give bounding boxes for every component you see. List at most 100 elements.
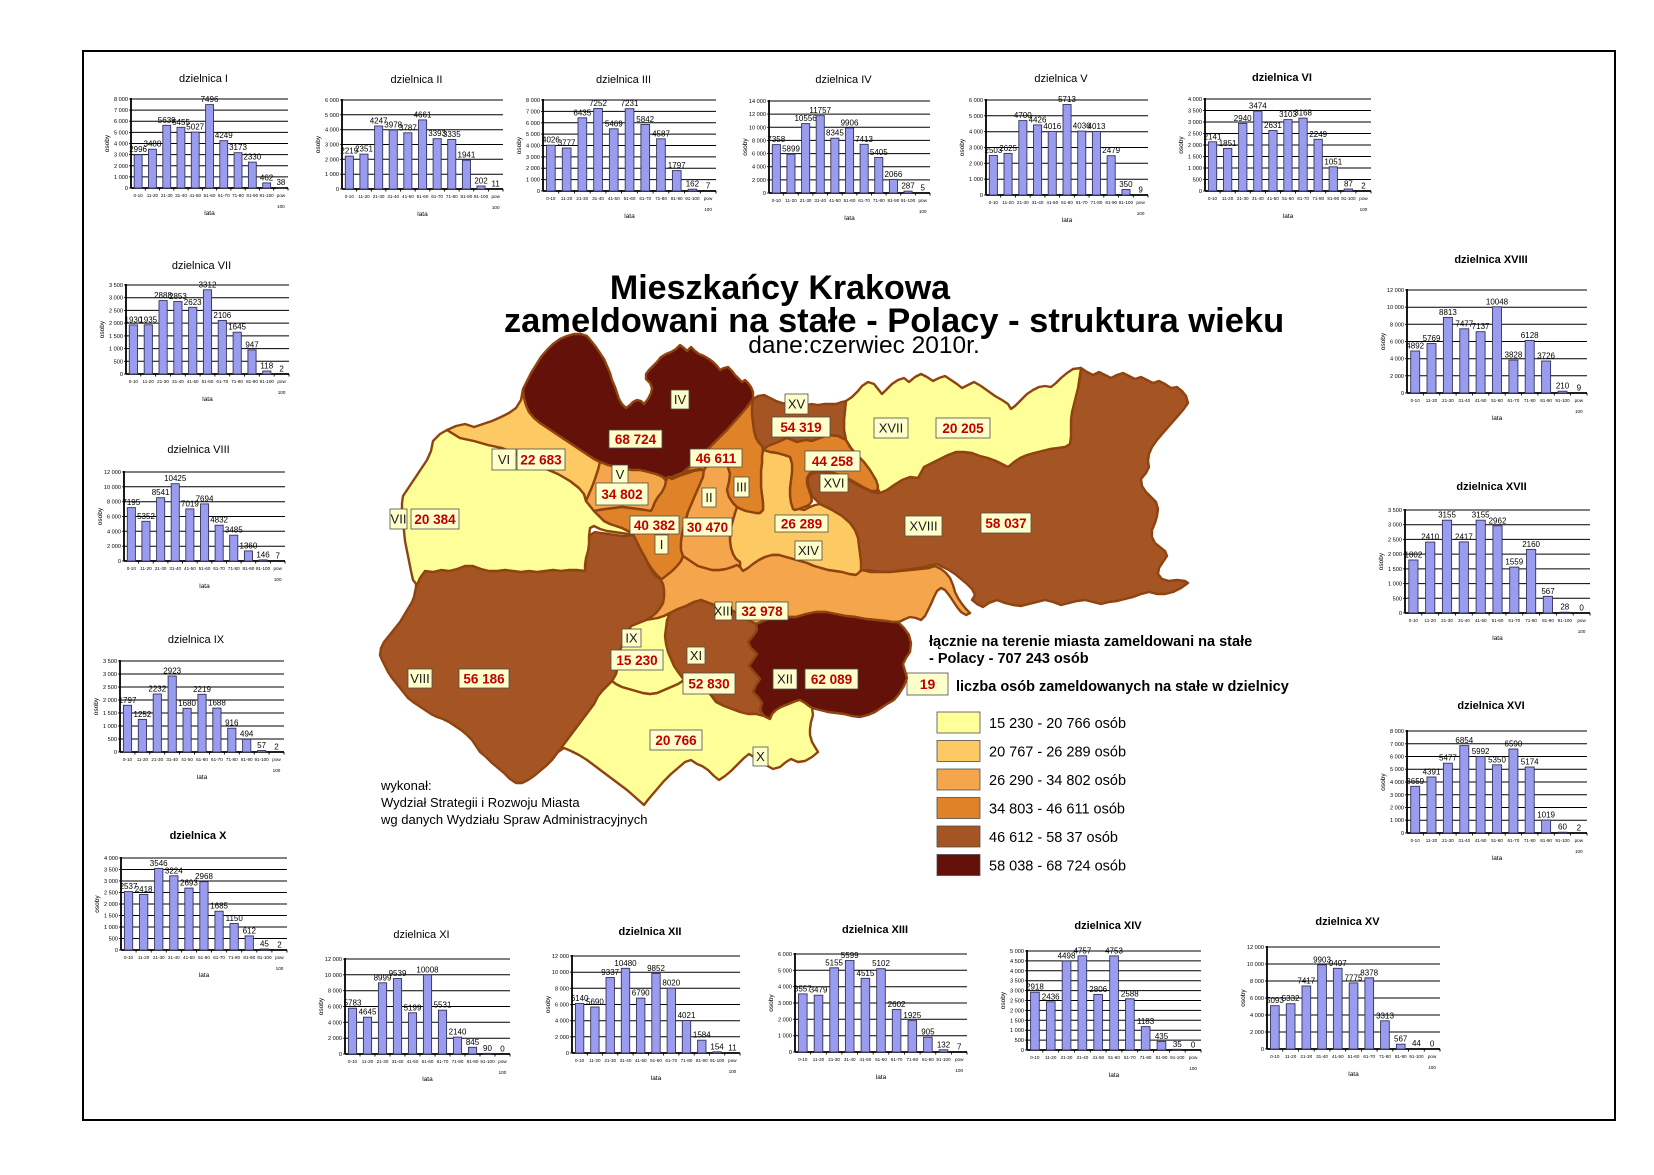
svg-text:31-40: 31-40 bbox=[620, 1058, 632, 1063]
svg-text:91-100: 91-100 bbox=[260, 379, 275, 384]
svg-text:61-70: 61-70 bbox=[1124, 1055, 1136, 1060]
svg-text:91-100: 91-100 bbox=[1555, 838, 1570, 843]
svg-text:8 000: 8 000 bbox=[752, 138, 766, 144]
svg-text:2418: 2418 bbox=[135, 885, 153, 894]
svg-text:2623: 2623 bbox=[184, 298, 202, 307]
svg-text:1935: 1935 bbox=[139, 315, 157, 324]
svg-text:61-70: 61-70 bbox=[1508, 838, 1520, 843]
svg-text:1925: 1925 bbox=[903, 1011, 921, 1020]
svg-text:91-100: 91-100 bbox=[1170, 1055, 1185, 1060]
svg-text:31-40: 31-40 bbox=[1458, 618, 1470, 623]
svg-text:8345: 8345 bbox=[826, 129, 844, 138]
svg-text:0: 0 bbox=[1579, 604, 1584, 613]
svg-text:11-20: 11-20 bbox=[813, 1057, 825, 1062]
svg-text:6128: 6128 bbox=[1521, 331, 1539, 340]
svg-text:1 000: 1 000 bbox=[103, 724, 117, 730]
svg-text:2 500: 2 500 bbox=[103, 685, 117, 691]
svg-text:10 000: 10 000 bbox=[1387, 305, 1404, 311]
svg-text:71-80: 71-80 bbox=[231, 379, 243, 384]
svg-text:osoby: osoby bbox=[742, 138, 749, 156]
svg-text:osoby: osoby bbox=[99, 320, 106, 338]
svg-text:2602: 2602 bbox=[888, 1000, 906, 1009]
svg-text:5102: 5102 bbox=[872, 959, 890, 968]
svg-text:71-80: 71-80 bbox=[873, 198, 885, 203]
svg-text:21-30: 21-30 bbox=[155, 566, 167, 571]
svg-text:68 724: 68 724 bbox=[615, 432, 657, 447]
svg-text:pow: pow bbox=[955, 1057, 964, 1062]
svg-text:21-30: 21-30 bbox=[800, 198, 812, 203]
svg-text:11-20: 11-20 bbox=[358, 194, 370, 199]
svg-text:5 000: 5 000 bbox=[778, 968, 792, 974]
svg-text:0: 0 bbox=[118, 559, 121, 565]
svg-text:41-50: 41-50 bbox=[860, 1057, 872, 1062]
svg-text:10 000: 10 000 bbox=[749, 125, 766, 131]
svg-text:612: 612 bbox=[243, 926, 257, 935]
svg-text:100: 100 bbox=[499, 1070, 507, 1075]
svg-text:21-30: 21-30 bbox=[1061, 1055, 1073, 1060]
svg-text:0: 0 bbox=[763, 191, 766, 197]
svg-text:61-70: 61-70 bbox=[639, 196, 651, 201]
svg-text:10 000: 10 000 bbox=[552, 970, 569, 976]
svg-text:71-80: 71-80 bbox=[1524, 838, 1536, 843]
svg-text:2 000: 2 000 bbox=[114, 164, 128, 170]
svg-text:0: 0 bbox=[1401, 391, 1404, 397]
svg-text:3 000: 3 000 bbox=[114, 153, 128, 159]
svg-text:100: 100 bbox=[1428, 1065, 1436, 1070]
svg-text:4832: 4832 bbox=[210, 516, 228, 525]
svg-text:lata: lata bbox=[199, 972, 210, 979]
svg-text:51-60: 51-60 bbox=[844, 198, 856, 203]
svg-text:100: 100 bbox=[955, 1068, 963, 1073]
svg-text:3 500: 3 500 bbox=[103, 659, 117, 665]
svg-text:2 500: 2 500 bbox=[1388, 537, 1402, 543]
svg-text:2 000: 2 000 bbox=[1388, 552, 1402, 558]
svg-text:31-40: 31-40 bbox=[166, 757, 178, 762]
svg-text:pow: pow bbox=[1577, 618, 1586, 623]
svg-text:0: 0 bbox=[336, 187, 339, 193]
svg-text:28: 28 bbox=[1560, 603, 1569, 612]
svg-text:0: 0 bbox=[115, 948, 118, 954]
svg-text:6 000: 6 000 bbox=[555, 1003, 569, 1009]
svg-text:3335: 3335 bbox=[443, 130, 461, 139]
svg-text:61-70: 61-70 bbox=[858, 198, 870, 203]
svg-text:dzielnica XVII: dzielnica XVII bbox=[1456, 481, 1526, 493]
svg-text:91-100: 91-100 bbox=[254, 757, 269, 762]
svg-text:5 000: 5 000 bbox=[526, 132, 540, 138]
svg-text:pow: pow bbox=[272, 757, 281, 762]
svg-text:2 000: 2 000 bbox=[526, 166, 540, 172]
svg-text:0: 0 bbox=[1261, 1047, 1264, 1053]
svg-text:4 000: 4 000 bbox=[555, 1019, 569, 1025]
svg-text:osoby: osoby bbox=[93, 697, 100, 715]
svg-text:2631: 2631 bbox=[1264, 121, 1282, 130]
svg-text:41-50: 41-50 bbox=[608, 196, 620, 201]
svg-text:4753: 4753 bbox=[1105, 946, 1123, 955]
svg-text:3 000: 3 000 bbox=[325, 143, 339, 149]
svg-text:11-20: 11-20 bbox=[1426, 838, 1438, 843]
svg-text:0-10: 0-10 bbox=[798, 1057, 808, 1062]
svg-text:1802: 1802 bbox=[1405, 551, 1423, 560]
svg-text:0: 0 bbox=[1430, 1040, 1435, 1049]
svg-text:1559: 1559 bbox=[1505, 558, 1523, 567]
svg-text:dzielnica VI: dzielnica VI bbox=[1252, 72, 1312, 84]
svg-text:5477: 5477 bbox=[1439, 754, 1457, 763]
svg-text:41-50: 41-50 bbox=[1475, 398, 1487, 403]
svg-text:2 000: 2 000 bbox=[104, 902, 118, 908]
svg-text:2436: 2436 bbox=[1042, 992, 1060, 1001]
svg-text:210: 210 bbox=[1556, 382, 1570, 391]
svg-text:11: 11 bbox=[728, 1043, 737, 1052]
svg-text:8378: 8378 bbox=[1360, 968, 1378, 977]
svg-text:1 500: 1 500 bbox=[1188, 155, 1202, 161]
svg-text:4 000: 4 000 bbox=[778, 985, 792, 991]
svg-text:0: 0 bbox=[1191, 1041, 1196, 1050]
svg-text:11-20: 11-20 bbox=[142, 379, 154, 384]
svg-text:5842: 5842 bbox=[636, 115, 654, 124]
svg-text:2 000: 2 000 bbox=[1250, 1030, 1264, 1036]
svg-text:3 000: 3 000 bbox=[1390, 793, 1404, 799]
svg-text:61-70: 61-70 bbox=[1508, 398, 1520, 403]
svg-text:2 500: 2 500 bbox=[1010, 999, 1024, 1005]
svg-text:21-30: 21-30 bbox=[576, 196, 588, 201]
svg-text:pow: pow bbox=[1428, 1054, 1437, 1059]
svg-text:dzielnica X: dzielnica X bbox=[170, 830, 228, 842]
svg-text:1 000: 1 000 bbox=[1388, 582, 1402, 588]
svg-text:3787: 3787 bbox=[399, 123, 417, 132]
svg-text:4 000: 4 000 bbox=[1250, 1013, 1264, 1019]
